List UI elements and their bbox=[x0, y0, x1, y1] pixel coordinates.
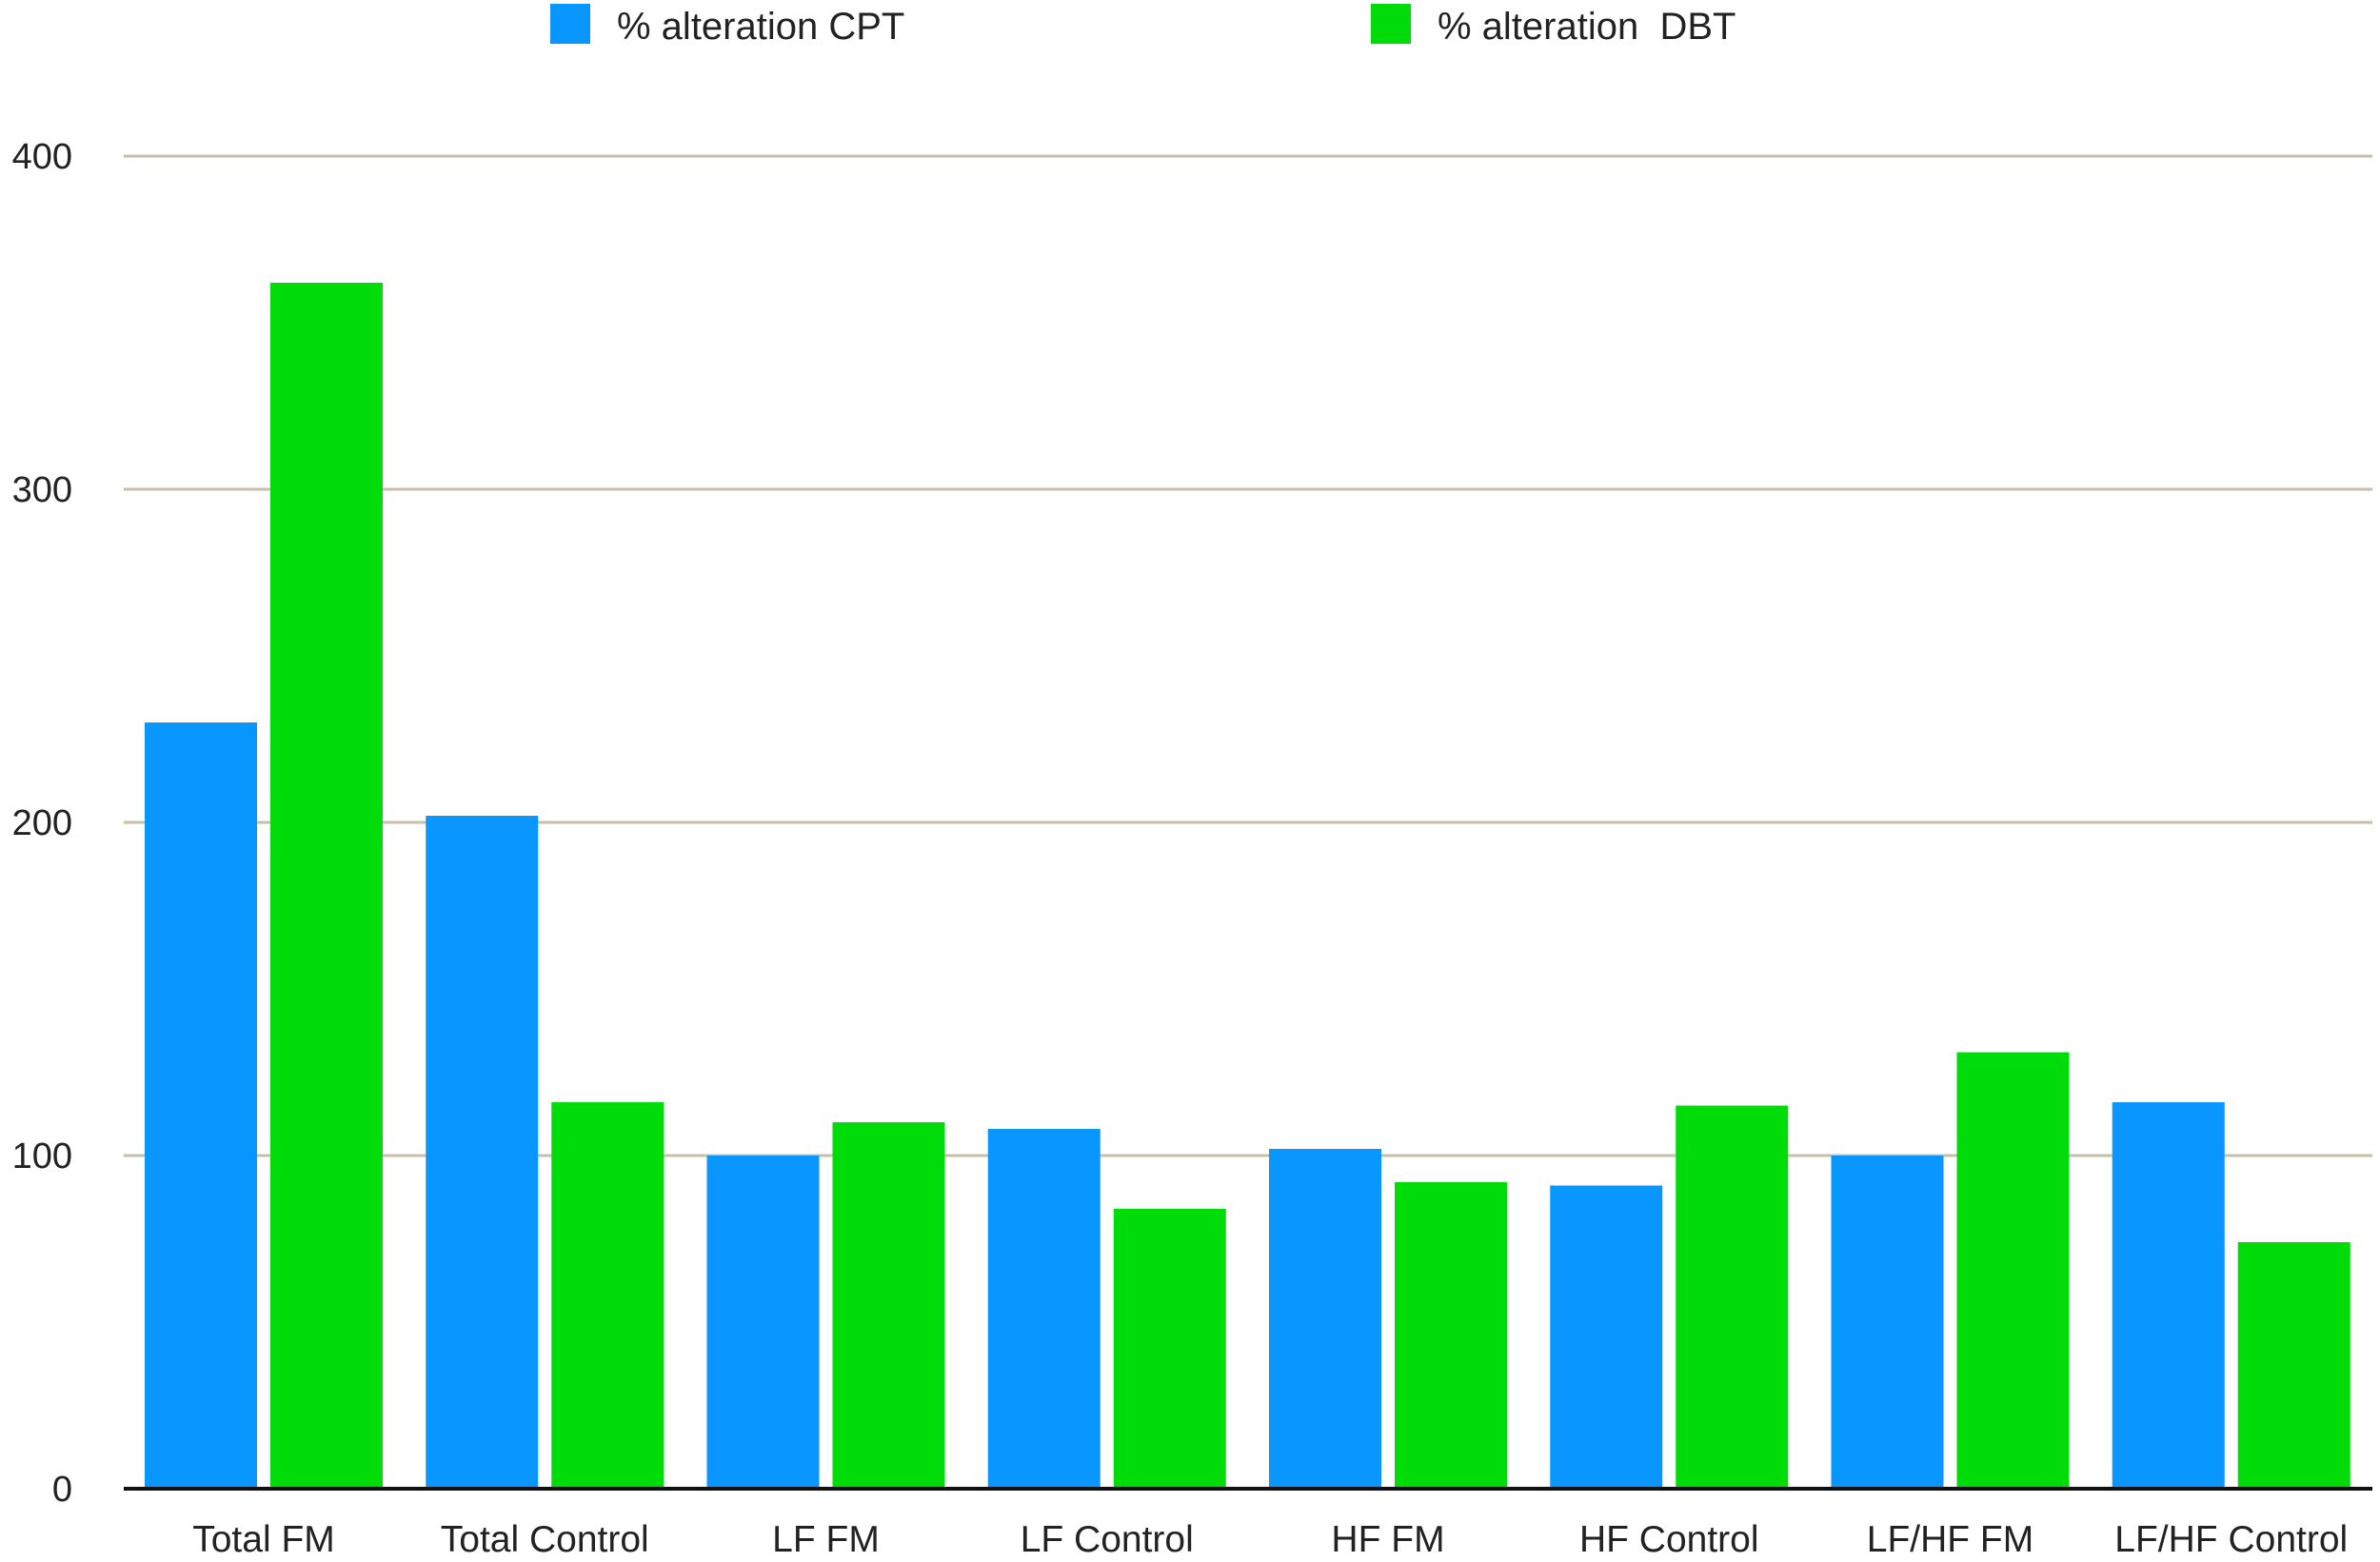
x-tick-label: HF FM bbox=[1331, 1519, 1444, 1557]
legend-label: % alteration CPT bbox=[617, 6, 904, 48]
legend: % alteration CPT % alteration DBT bbox=[550, 4, 1735, 48]
y-tick-label: 200 bbox=[12, 803, 72, 843]
x-tick-label: HF Control bbox=[1579, 1519, 1759, 1557]
bar-dbt bbox=[1395, 1182, 1507, 1489]
x-tick-label: Total Control bbox=[441, 1519, 649, 1557]
bar-cpt bbox=[706, 1156, 820, 1489]
bar-dbt bbox=[551, 1102, 664, 1489]
y-tick-label: 0 bbox=[52, 1470, 72, 1510]
y-tick-label: 100 bbox=[12, 1137, 72, 1176]
bar-cpt bbox=[1831, 1156, 1944, 1489]
bar-cpt bbox=[1550, 1185, 1663, 1489]
legend-swatch bbox=[1371, 4, 1411, 44]
legend-label: % alteration DBT bbox=[1438, 6, 1735, 48]
bar-dbt bbox=[2237, 1242, 2350, 1489]
x-tick-label: Total FM bbox=[192, 1519, 335, 1557]
bars bbox=[145, 283, 2350, 1489]
x-tick-label: LF/HF FM bbox=[1867, 1519, 2033, 1557]
x-tick-label: LF Control bbox=[1021, 1519, 1194, 1557]
bar-cpt bbox=[2112, 1102, 2225, 1489]
bar-dbt bbox=[1956, 1052, 2070, 1489]
bar-cpt bbox=[987, 1129, 1101, 1489]
y-tick-label: 300 bbox=[12, 470, 72, 510]
bar-cpt bbox=[145, 722, 257, 1489]
bar-dbt bbox=[1113, 1209, 1226, 1489]
legend-swatch bbox=[550, 4, 590, 44]
bar-cpt bbox=[1269, 1149, 1381, 1489]
bar-cpt bbox=[426, 816, 539, 1489]
y-tick-label: 400 bbox=[12, 137, 72, 177]
bar-dbt bbox=[832, 1122, 945, 1489]
x-tick-label: LF FM bbox=[772, 1519, 880, 1557]
x-tick-label: LF/HF Control bbox=[2114, 1519, 2348, 1557]
bar-dbt bbox=[1676, 1105, 1789, 1489]
bar-dbt bbox=[270, 283, 383, 1489]
axes: 0 100 200 300 400 Total FM Total Control LF FM L… bbox=[12, 137, 2372, 1560]
